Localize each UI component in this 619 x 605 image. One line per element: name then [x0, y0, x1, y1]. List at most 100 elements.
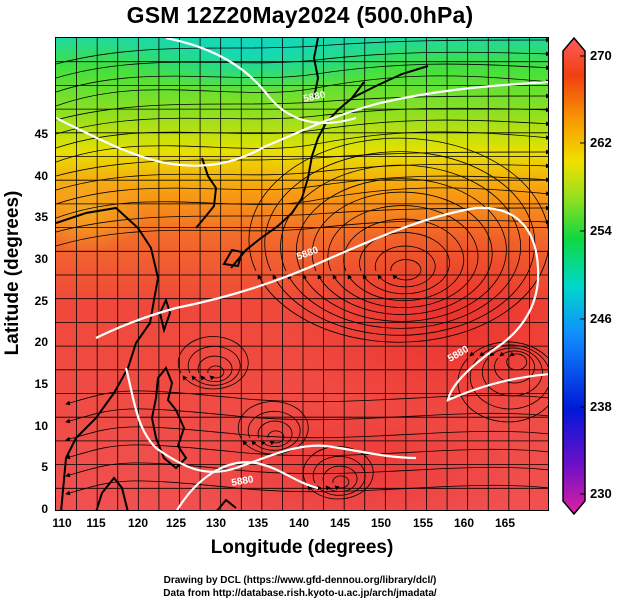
contour-lines — [56, 38, 548, 510]
streamline — [56, 107, 548, 135]
x-tick-label: 115 — [86, 516, 106, 530]
y-tick-label: 25 — [34, 294, 48, 308]
streamline — [65, 462, 548, 478]
contour-north — [56, 81, 548, 167]
streamline — [56, 63, 548, 93]
x-tick-label: 125 — [165, 516, 187, 530]
colorbar — [562, 37, 586, 515]
x-tick-label: 145 — [329, 516, 351, 530]
credit-drawing: Drawing by DCL (https://www.gfd-dennou.o… — [163, 575, 437, 586]
streamline — [65, 390, 548, 406]
y-tick-label: 40 — [34, 169, 48, 183]
coastlines — [56, 38, 429, 510]
x-tick-label: 140 — [288, 516, 310, 530]
contour-subtropical-high — [95, 206, 548, 402]
streamline — [247, 410, 301, 451]
streamline — [197, 355, 233, 382]
hot-shading-south — [186, 398, 526, 510]
colorbar-tick-label: 246 — [590, 311, 612, 326]
y-tick-label: 15 — [34, 377, 48, 391]
contour-tropical — [124, 367, 417, 473]
streamline — [296, 178, 507, 322]
x-tick-label: 130 — [205, 516, 227, 530]
x-tick-label: 110 — [52, 516, 72, 530]
x-tick-label: 150 — [370, 516, 392, 530]
streamline — [481, 347, 543, 397]
streamline — [280, 164, 521, 329]
x-tick-label: 135 — [247, 516, 269, 530]
streamline — [332, 475, 350, 491]
contour-south-loop — [175, 461, 319, 510]
colorbar-tick-label: 270 — [590, 48, 612, 63]
temperature-field-map: 5880 5880 5880 5880 — [56, 38, 548, 510]
warm-shading — [56, 163, 146, 253]
streamline — [327, 205, 479, 308]
y-tick-label: 45 — [34, 127, 48, 141]
coast-japan — [230, 81, 365, 269]
graticule-grid — [56, 38, 548, 510]
streamline — [56, 149, 548, 177]
y-tick-label: 5 — [41, 460, 48, 474]
figure-title: GSM 12Z20May2024 (500.0hPa) — [126, 2, 474, 28]
streamline — [312, 455, 366, 496]
coast-kuril — [351, 65, 429, 99]
x-axis-label: Longitude (degrees) — [210, 537, 394, 558]
wind-streamlines — [56, 38, 548, 500]
coast-asia — [56, 206, 160, 510]
y-axis-label: Latitude (degrees) — [2, 190, 23, 356]
x-tick-label: 165 — [494, 516, 516, 530]
colorbar-ticks — [580, 55, 585, 495]
streamline — [264, 151, 536, 336]
streamline — [359, 232, 450, 295]
streamline — [390, 259, 422, 281]
streamline — [56, 51, 548, 79]
y-tick-label: 35 — [34, 210, 48, 224]
colorbar-tick-label: 230 — [590, 486, 612, 501]
streamline — [56, 175, 548, 205]
coast-philippines — [150, 366, 188, 470]
streamline — [56, 93, 548, 121]
contour-label-north: 5880 — [302, 89, 326, 104]
x-tick-label: 155 — [412, 516, 434, 530]
streamline — [56, 187, 548, 219]
streamline — [177, 336, 249, 390]
streamline — [187, 345, 241, 386]
contour-northwest-branch — [165, 38, 357, 125]
y-tick-label: 0 — [41, 502, 48, 516]
streamline — [248, 137, 548, 343]
credit-data: Data from http://database.rish.kyoto-u.a… — [163, 588, 437, 599]
colorbar-tick-label: 262 — [590, 135, 612, 150]
x-tick-label: 160 — [453, 516, 475, 530]
map-panel: 5880 5880 5880 5880 — [55, 37, 549, 511]
coast-kyushu — [222, 248, 244, 268]
streamline — [374, 245, 436, 288]
contour-label-south: 5880 — [231, 474, 255, 489]
streamline — [65, 426, 548, 442]
coast-taiwan — [158, 297, 172, 334]
coast-korea — [195, 157, 218, 229]
streamline — [257, 420, 293, 447]
coast-borneo — [95, 476, 129, 510]
cold-core-shading — [106, 38, 406, 93]
streamline — [311, 191, 493, 315]
streamline — [207, 365, 225, 381]
streamline — [237, 401, 309, 455]
coast-newguinea — [216, 498, 237, 510]
streamline — [343, 218, 465, 302]
colorbar-bar — [562, 37, 586, 515]
streamline — [65, 408, 548, 424]
coast-sakhalin — [312, 38, 320, 99]
streamline — [267, 430, 285, 446]
colorbar-tick-label: 254 — [590, 223, 612, 238]
streamline — [506, 351, 528, 371]
x-tick-label: 120 — [127, 516, 149, 530]
y-tick-label: 30 — [34, 252, 48, 266]
streamline — [56, 205, 548, 233]
streamline — [56, 219, 548, 247]
y-tick-label: 10 — [34, 419, 48, 433]
y-tick-label: 20 — [34, 335, 48, 349]
streamline — [56, 119, 548, 149]
colorbar-tick-label: 238 — [590, 399, 612, 414]
streamline — [65, 444, 548, 460]
streamline — [65, 480, 548, 496]
